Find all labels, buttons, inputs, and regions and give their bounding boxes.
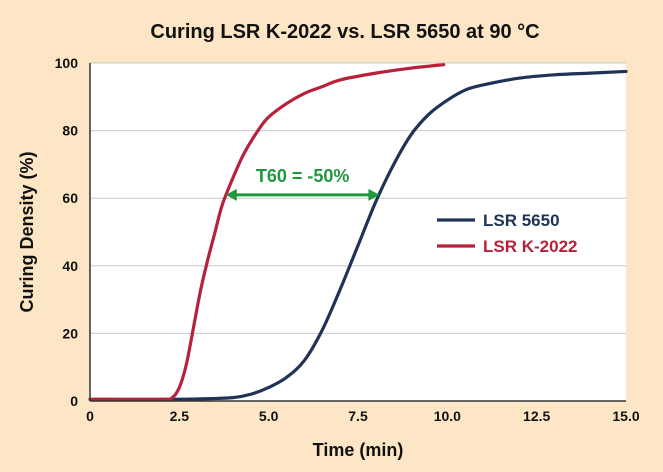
grid-lines	[90, 62, 626, 334]
y-tick-label: 60	[62, 190, 78, 206]
annotation-layer: T60 = -50%	[225, 166, 380, 201]
plot-area	[90, 63, 626, 401]
series-layer	[88, 63, 628, 402]
x-tick-label: 2.5	[170, 408, 190, 424]
legend-label: LSR K-2022	[483, 237, 577, 256]
axes	[89, 63, 626, 402]
x-axis-title: Time (min)	[313, 440, 404, 460]
annotation-arrowhead-right	[368, 188, 380, 201]
y-tick-label: 20	[62, 325, 78, 341]
y-tick-label: 80	[62, 123, 78, 139]
y-tick-label: 100	[55, 55, 79, 71]
legend: LSR 5650 LSR K-2022	[437, 211, 577, 256]
series-line-lsr-k-2022	[88, 63, 446, 402]
legend-label: LSR 5650	[483, 211, 560, 230]
plot-background	[90, 63, 626, 401]
y-axis-title: Curing Density (%)	[17, 151, 37, 312]
y-tick-label: 0	[70, 393, 78, 409]
x-tick-label: 5.0	[259, 408, 279, 424]
y-tick-label: 40	[62, 258, 78, 274]
x-tick-label: 15.0	[612, 408, 639, 424]
annotation-arrowhead-left	[225, 188, 237, 201]
x-tick-label: 7.5	[348, 408, 368, 424]
x-tick-label: 10.0	[434, 408, 461, 424]
x-tick-label: 0	[86, 408, 94, 424]
annotation-label: T60 = -50%	[256, 166, 350, 186]
x-tick-label: 12.5	[523, 408, 550, 424]
tick-labels: 0 2.5 5.0 7.5 10.0 12.5 15.0 0 20 40 60 80 100	[55, 55, 640, 424]
series-line-lsr-5650	[88, 69, 628, 401]
chart-title: Curing LSR K-2022 vs. LSR 5650 at 90 °C	[150, 21, 539, 43]
